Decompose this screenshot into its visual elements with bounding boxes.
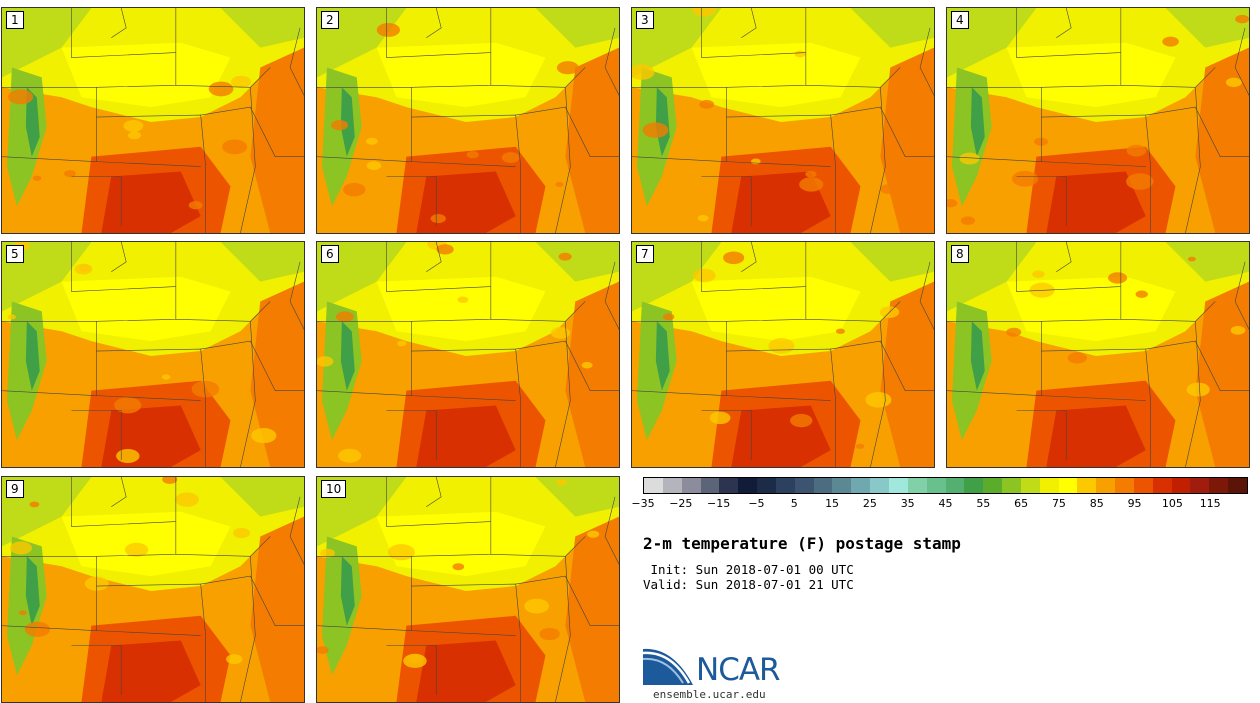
colorbar-tick-label: −25 — [669, 497, 693, 510]
colorbar-swatch — [1002, 478, 1021, 493]
colorbar-tick-label: 75 — [1051, 497, 1066, 510]
panel-number: 5 — [6, 245, 24, 263]
colorbar-swatch — [719, 478, 739, 493]
panel-number: 1 — [6, 11, 24, 29]
colorbar-swatch — [1133, 478, 1153, 493]
colorbar-swatch — [945, 478, 965, 493]
colorbar-ticks: −35 −25 −15 −5 5 15 25 35 45 55 65 75 85 95 105 115 — [631, 497, 1248, 513]
colorbar-swatch — [870, 478, 889, 493]
map-panel: 2 — [316, 7, 620, 234]
panel-number: 10 — [321, 480, 347, 498]
colorbar-swatch — [1020, 478, 1040, 493]
colorbar-tick-label: −35 — [631, 497, 655, 510]
colorbar-swatch — [888, 478, 908, 493]
colorbar-swatch — [964, 478, 984, 493]
colorbar-swatch — [1058, 478, 1078, 493]
colorbar-swatch — [644, 478, 663, 493]
colorbar-swatch — [1228, 478, 1247, 493]
panel-number: 2 — [321, 11, 339, 29]
colorbar-swatch — [851, 478, 871, 493]
colorbar-swatch — [700, 478, 720, 493]
map-panel: 3 — [631, 7, 935, 234]
panel-number: 7 — [636, 245, 654, 263]
panel-number: 9 — [6, 480, 24, 498]
colorbar-swatch — [926, 478, 946, 493]
panel-number: 6 — [321, 245, 339, 263]
chart-title: 2-m temperature (F) postage stamp — [643, 534, 961, 553]
colorbar-tick-label: 65 — [1014, 497, 1029, 510]
colorbar-tick-label: 45 — [938, 497, 953, 510]
colorbar-swatch — [1190, 478, 1210, 493]
colorbar-swatch — [983, 478, 1003, 493]
colorbar-tick-label: −15 — [707, 497, 731, 510]
colorbar-swatch — [757, 478, 776, 493]
colorbar-tick-label: 115 — [1199, 497, 1221, 510]
colorbar-tick-label: 15 — [825, 497, 840, 510]
colorbar-swatch — [1152, 478, 1172, 493]
colorbar-swatch — [1096, 478, 1116, 493]
init-time: Init: Sun 2018-07-01 00 UTC — [643, 562, 854, 577]
logo-url: ensemble.ucar.edu — [653, 688, 766, 701]
colorbar-swatch — [794, 478, 814, 493]
colorbar-tick-label: 5 — [790, 497, 798, 510]
map-panel: 7 — [631, 241, 935, 468]
map-panel: 8 — [946, 241, 1250, 468]
panel-number: 8 — [951, 245, 969, 263]
map-panel: 9 — [1, 476, 305, 703]
colorbar-swatch — [1115, 478, 1134, 493]
logo-text: NCAR — [696, 652, 781, 688]
ncar-logo-icon — [643, 648, 693, 685]
map-panel: 6 — [316, 241, 620, 468]
valid-time: Valid: Sun 2018-07-01 21 UTC — [643, 577, 854, 592]
map-panel: 4 — [946, 7, 1250, 234]
colorbar-tick-label: 55 — [976, 497, 991, 510]
colorbar-tick-label: 85 — [1089, 497, 1104, 510]
colorbar-tick-label: 25 — [862, 497, 877, 510]
map-panel: 5 — [1, 241, 305, 468]
panel-number: 3 — [636, 11, 654, 29]
colorbar-swatch — [662, 478, 682, 493]
temperature-colorbar — [643, 477, 1248, 494]
colorbar-swatch — [832, 478, 852, 493]
colorbar-swatch — [775, 478, 795, 493]
colorbar-tick-label: 105 — [1161, 497, 1183, 510]
colorbar-swatch — [1209, 478, 1229, 493]
map-panel: 10 — [316, 476, 620, 703]
colorbar-tick-label: 35 — [900, 497, 915, 510]
colorbar-tick-label: 95 — [1127, 497, 1142, 510]
colorbar-swatch — [738, 478, 758, 493]
colorbar-tick-label: −5 — [748, 497, 765, 510]
map-panel: 1 — [1, 7, 305, 234]
colorbar-swatch — [907, 478, 927, 493]
panel-number: 4 — [951, 11, 969, 29]
colorbar-swatch — [1077, 478, 1097, 493]
colorbar-swatch — [681, 478, 701, 493]
colorbar-swatch — [1039, 478, 1059, 493]
colorbar-swatch — [813, 478, 833, 493]
colorbar-swatch — [1171, 478, 1191, 493]
